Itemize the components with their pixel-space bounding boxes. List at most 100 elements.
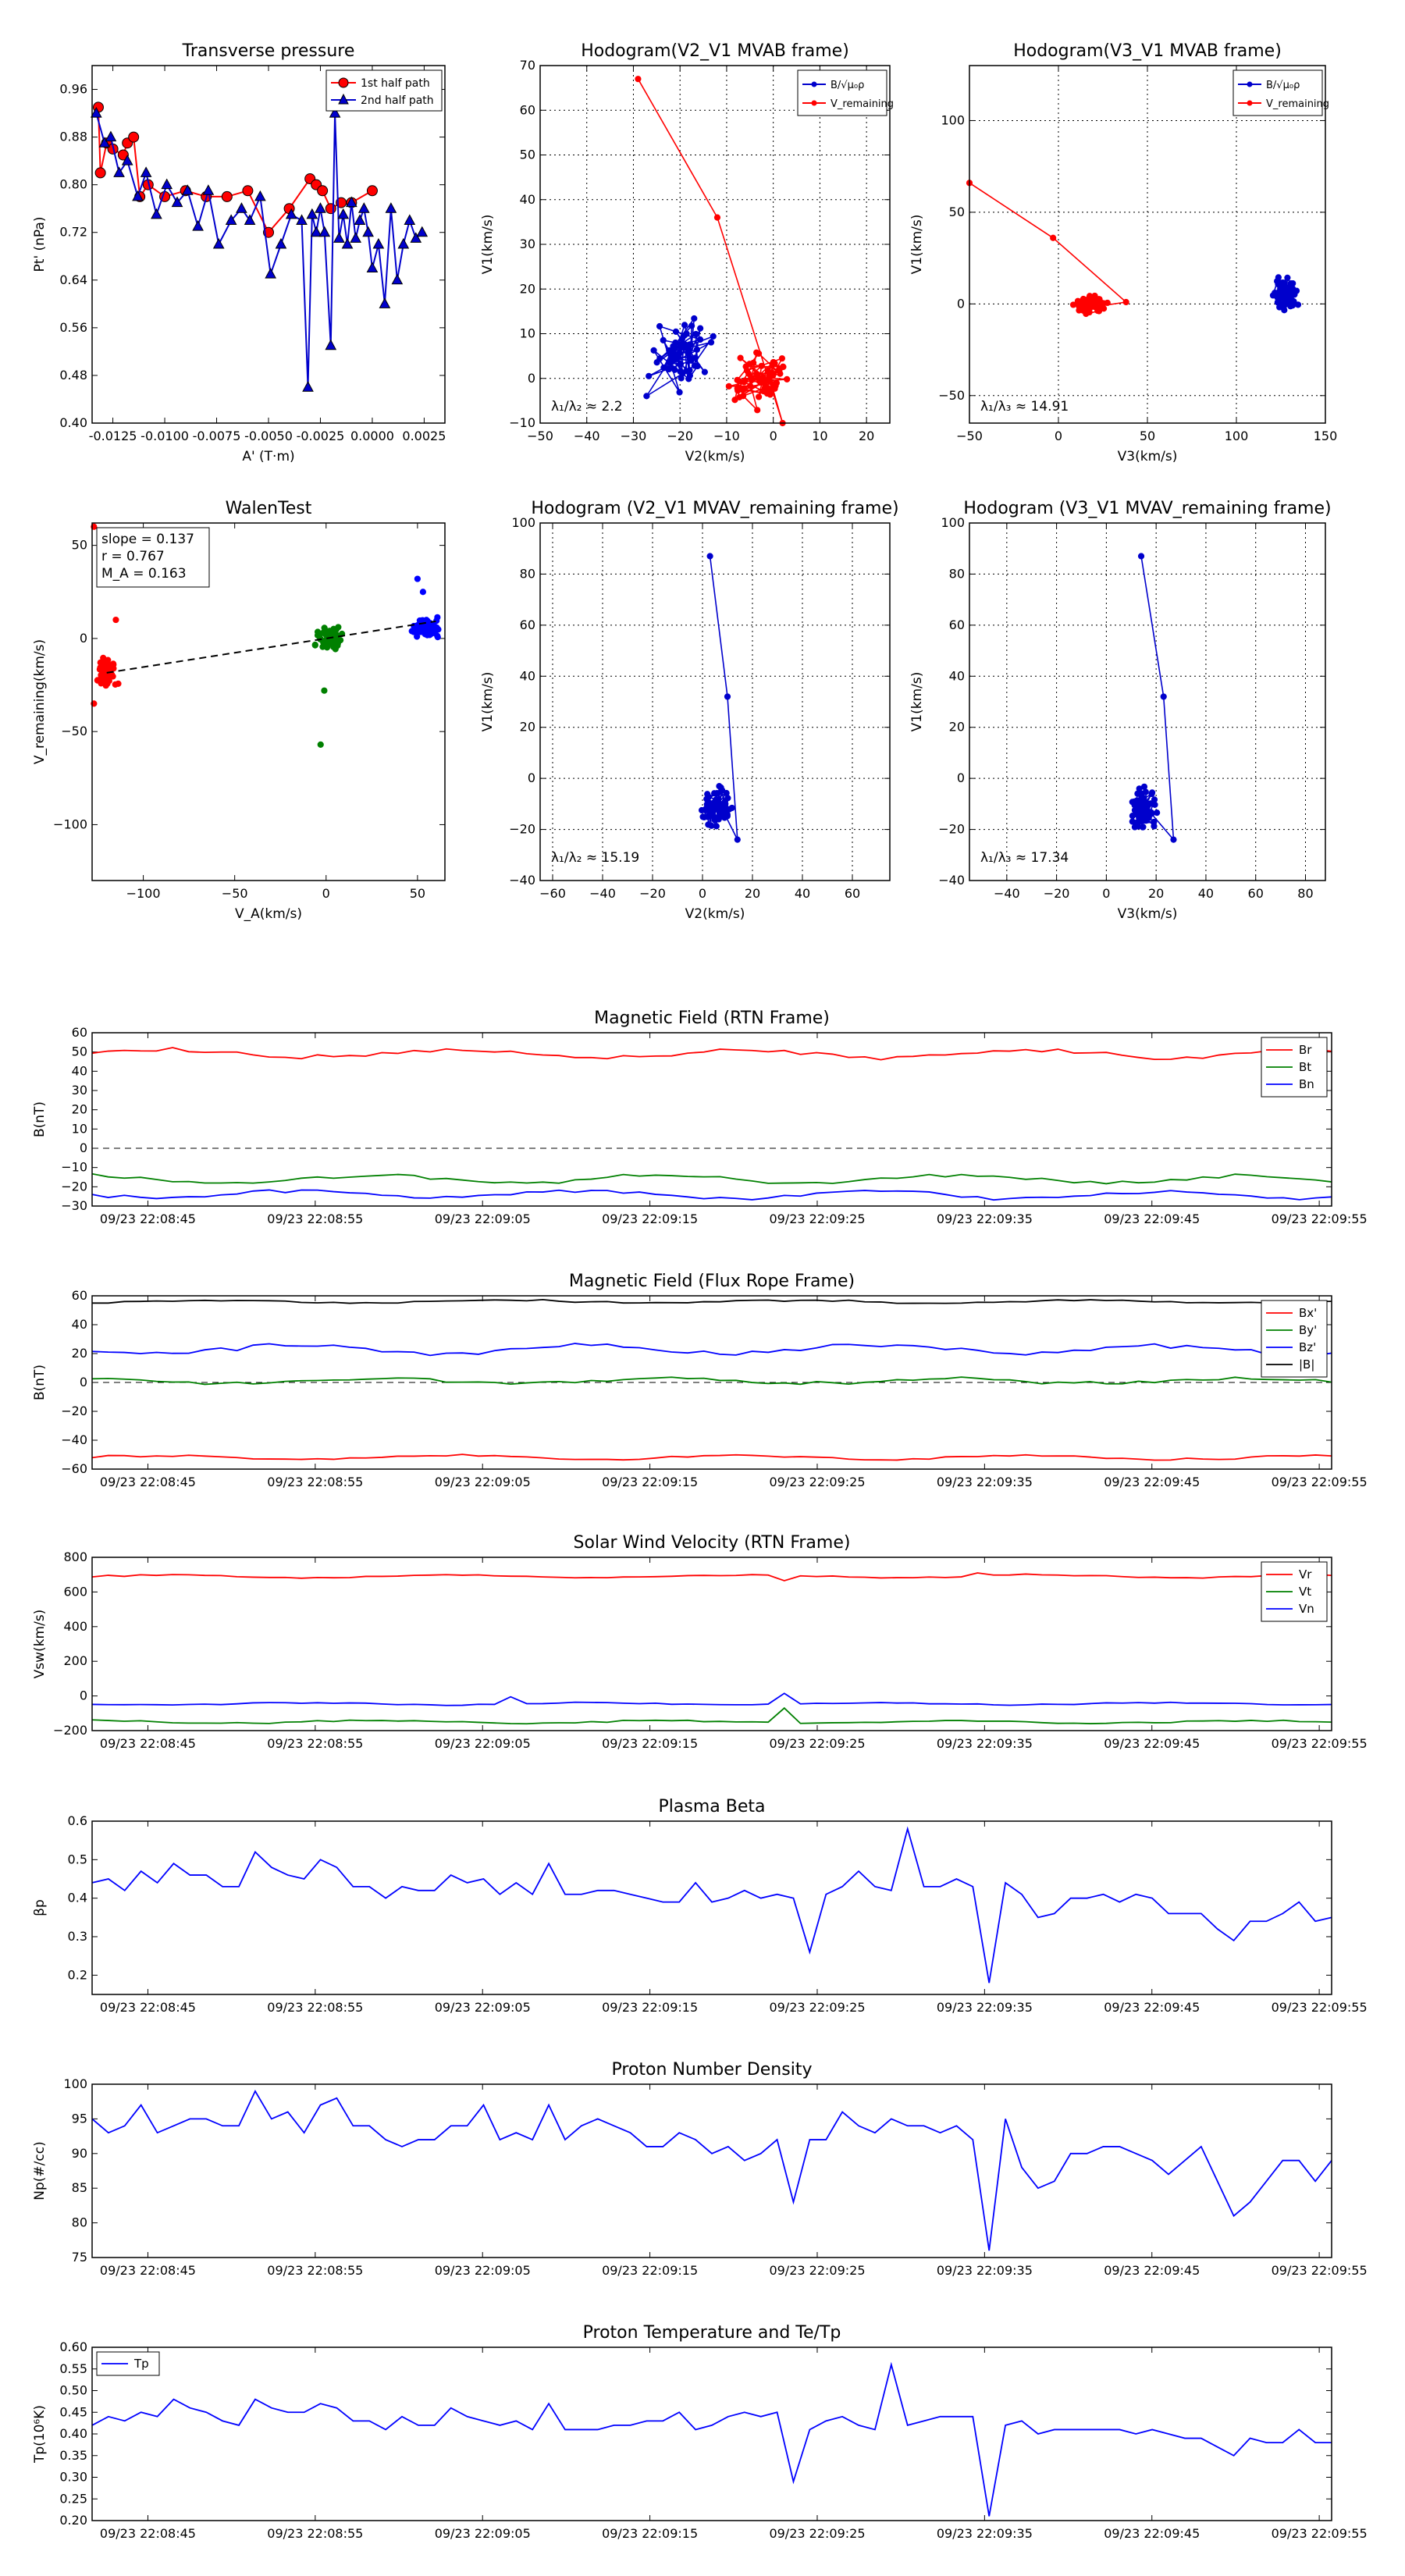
time-tick-label: 09/23 22:09:05 — [435, 1212, 531, 1226]
data-point — [697, 336, 704, 343]
legend-label: V_remaining — [831, 98, 894, 110]
data-point — [306, 208, 318, 219]
chart-title: Hodogram (V2_V1 MVAV_remaining frame) — [531, 499, 898, 518]
time-tick-label: 09/23 22:09:15 — [602, 1475, 698, 1489]
y-tick-label: 60 — [72, 1288, 87, 1303]
x-tick-label: −40 — [994, 886, 1020, 901]
data-point — [708, 822, 715, 829]
data-point — [1151, 823, 1158, 830]
legend-marker — [811, 81, 817, 87]
data-point — [650, 347, 657, 354]
time-tick-label: 09/23 22:09:15 — [602, 1212, 698, 1226]
plot-border — [91, 1557, 1332, 1731]
y-tick-label: −20 — [938, 822, 965, 837]
data-point — [121, 155, 133, 165]
x-tick-label: −20 — [1044, 886, 1070, 901]
plot-border — [969, 522, 1326, 881]
y-tick-label: −10 — [61, 1160, 87, 1175]
y-tick-label: 0.4 — [68, 1891, 87, 1905]
y-tick-label: −50 — [938, 388, 965, 403]
data-point — [676, 350, 683, 357]
plot-border — [539, 522, 891, 881]
y-tick-label: 0.20 — [59, 2513, 87, 2528]
time-tick-label: 09/23 22:09:15 — [602, 2526, 698, 2541]
legend-box — [797, 69, 887, 116]
legend-label: Br — [1299, 1043, 1312, 1057]
data-point — [635, 76, 642, 83]
series-line-Vt — [91, 1706, 1332, 1725]
data-point — [735, 384, 742, 391]
y-axis-label: Tp(10⁶K) — [32, 2405, 48, 2464]
data-point — [1140, 783, 1148, 790]
legend-label: 2nd half path — [361, 94, 434, 107]
data-point — [728, 804, 735, 812]
x-tick-label: 60 — [1248, 886, 1264, 901]
x-tick-label: 0 — [322, 886, 330, 901]
data-point — [1091, 303, 1098, 311]
data-point — [422, 624, 429, 632]
y-tick-label: 0.60 — [59, 2339, 87, 2354]
data-point — [656, 355, 663, 362]
y-tick-label: 100 — [941, 515, 965, 530]
data-point — [1151, 801, 1158, 809]
x-tick-label: −20 — [667, 429, 693, 443]
data-point — [705, 793, 713, 801]
legend-label: By' — [1299, 1323, 1317, 1337]
x-tick-label: 0 — [1055, 429, 1062, 443]
y-tick-label: 40 — [520, 668, 535, 683]
data-point — [225, 214, 237, 225]
data-point — [1122, 298, 1129, 306]
data-point — [656, 322, 663, 330]
data-point — [753, 371, 760, 378]
data-point — [745, 370, 752, 377]
y-tick-label: 50 — [72, 538, 87, 553]
data-point — [117, 149, 129, 161]
data-point — [1100, 305, 1108, 312]
y-tick-label: −20 — [61, 1404, 87, 1418]
data-point — [357, 202, 370, 213]
series-line-|B| — [91, 1298, 1332, 1304]
data-point — [1284, 298, 1291, 305]
stats-line: slope = 0.137 — [101, 532, 194, 547]
eigen-ratio-annotation: λ₁/λ₂ ≈ 15.19 — [551, 850, 639, 866]
data-point — [318, 226, 331, 237]
data-point — [1284, 274, 1291, 281]
time-tick-label: 09/23 22:09:05 — [435, 2526, 531, 2541]
data-point — [414, 633, 421, 640]
data-point — [128, 131, 140, 143]
legend-label: B/√μ₀ρ — [1266, 80, 1300, 91]
data-point — [1050, 234, 1057, 241]
plot-border — [91, 2083, 1332, 2258]
data-point — [354, 214, 366, 225]
chart-hodo2: Hodogram(V3_V1 MVAB frame) −50 0 50 100 150 −5… — [909, 41, 1337, 464]
x-tick-label: −50 — [527, 429, 553, 443]
y-tick-label: 50 — [520, 148, 535, 162]
y-tick-label: 10 — [72, 1121, 87, 1136]
time-tick-label: 09/23 22:09:45 — [1104, 1475, 1200, 1489]
data-point — [346, 196, 357, 208]
data-point — [1084, 297, 1091, 304]
data-point — [1284, 286, 1292, 293]
data-point — [329, 107, 341, 118]
y-tick-label: 20 — [949, 720, 965, 735]
data-point — [372, 237, 385, 249]
data-point — [314, 628, 322, 635]
time-tick-label: 09/23 22:08:45 — [100, 2000, 196, 2015]
x-tick-label: −60 — [539, 886, 566, 901]
data-point — [350, 232, 362, 243]
data-point — [717, 784, 724, 791]
data-point — [212, 237, 225, 249]
data-point — [678, 336, 686, 343]
y-axis-label: V_remaining(km/s) — [32, 639, 48, 764]
time-tick-label: 09/23 22:09:55 — [1272, 2263, 1368, 2278]
data-point — [1294, 301, 1302, 308]
y-tick-label: 100 — [941, 112, 965, 127]
data-point — [713, 214, 721, 221]
y-tick-label: 60 — [520, 102, 535, 117]
y-tick-label: −200 — [53, 1723, 87, 1738]
data-point — [666, 347, 673, 354]
time-tick-label: 09/23 22:08:45 — [100, 2263, 196, 2278]
plot-border — [539, 65, 891, 424]
data-point — [325, 339, 337, 350]
y-axis-label: Pt' (nPa) — [32, 217, 48, 272]
